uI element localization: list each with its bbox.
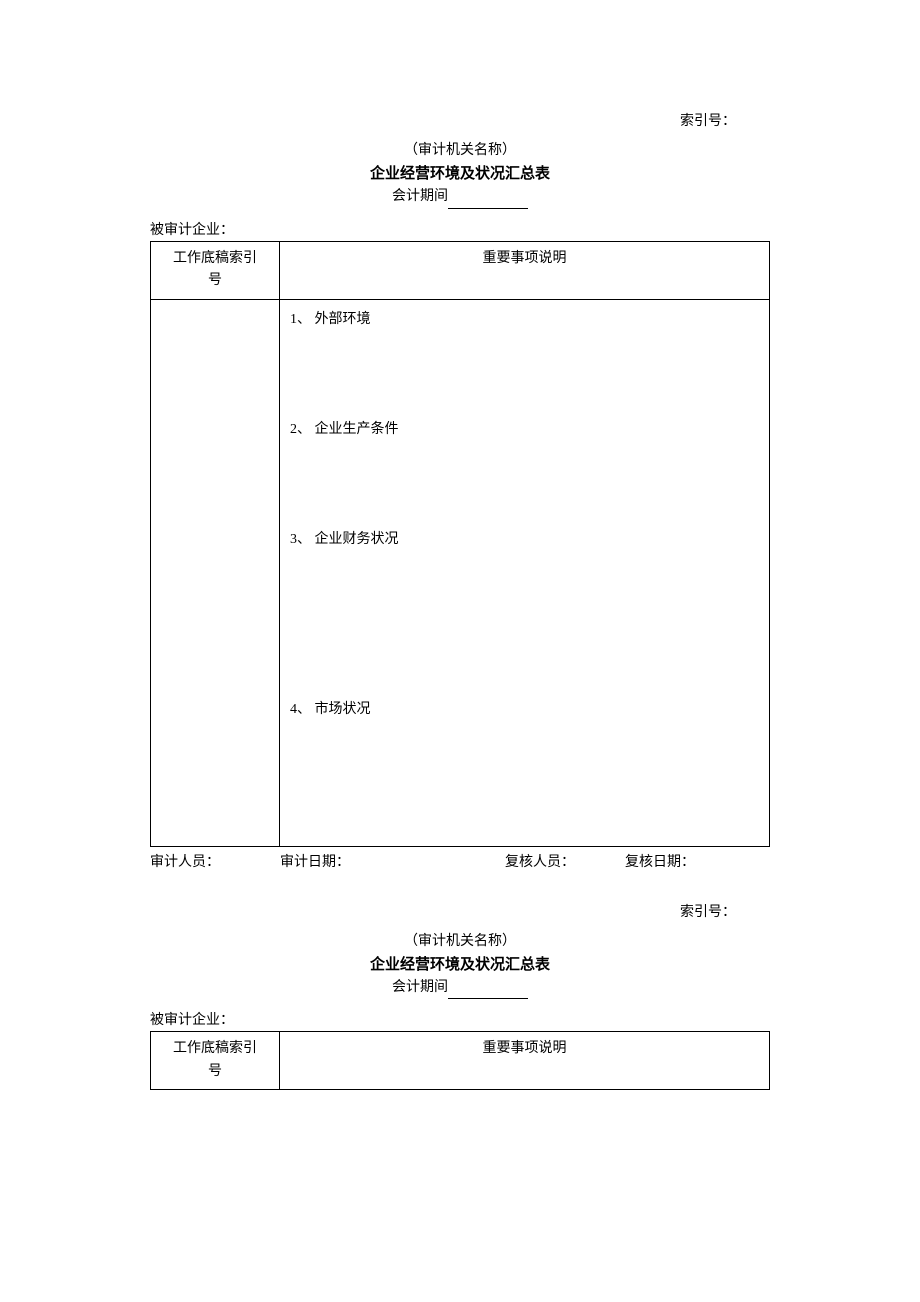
col-header-index-line2: 号 bbox=[208, 273, 222, 288]
accounting-period: 会计期间 bbox=[150, 186, 770, 208]
period-underline bbox=[448, 194, 528, 209]
audited-enterprise-label-2: 被审计企业： bbox=[150, 1009, 770, 1029]
col-header-matters-2: 重要事项说明 bbox=[280, 1032, 770, 1090]
index-number-label: 索引号： bbox=[150, 110, 770, 130]
period-label: 会计期间 bbox=[392, 189, 448, 204]
period-underline-2 bbox=[448, 984, 528, 999]
auditor-label: 审计人员： bbox=[150, 851, 280, 871]
col-header-index-2-line2: 号 bbox=[208, 1064, 222, 1079]
section-2: 索引号： （审计机关名称） 企业经营环境及状况汇总表 会计期间 被审计企业： 工… bbox=[150, 901, 770, 1091]
section-1: 索引号： （审计机关名称） 企业经营环境及状况汇总表 会计期间 被审计企业： 工… bbox=[150, 110, 770, 871]
col-header-index-line1: 工作底稿索引 bbox=[173, 251, 257, 266]
audit-date-label: 审计日期： bbox=[280, 851, 505, 871]
table-header-row-2: 工作底稿索引 号 重要事项说明 bbox=[151, 1032, 770, 1090]
item-1: 1、 外部环境 bbox=[290, 308, 759, 328]
index-cell bbox=[151, 299, 280, 846]
header-block-2: （审计机关名称） 企业经营环境及状况汇总表 会计期间 bbox=[150, 931, 770, 1000]
review-date-label: 复核日期： bbox=[625, 851, 770, 871]
item-4: 4、 市场状况 bbox=[290, 698, 759, 718]
item-3: 3、 企业财务状况 bbox=[290, 528, 759, 548]
summary-table-2: 工作底稿索引 号 重要事项说明 bbox=[150, 1031, 770, 1090]
document-title-2: 企业经营环境及状况汇总表 bbox=[150, 953, 770, 977]
period-label-2: 会计期间 bbox=[392, 980, 448, 995]
audited-enterprise-label: 被审计企业： bbox=[150, 219, 770, 239]
document-title: 企业经营环境及状况汇总表 bbox=[150, 162, 770, 186]
col-header-index-2: 工作底稿索引 号 bbox=[151, 1032, 280, 1090]
page: 索引号： （审计机关名称） 企业经营环境及状况汇总表 会计期间 被审计企业： 工… bbox=[0, 0, 920, 1130]
col-header-matters: 重要事项说明 bbox=[280, 241, 770, 299]
signature-row: 审计人员： 审计日期： 复核人员： 复核日期： bbox=[150, 851, 770, 871]
agency-name-2: （审计机关名称） bbox=[150, 931, 770, 953]
summary-table: 工作底稿索引 号 重要事项说明 1、 外部环境 2、 企业生产条件 3、 企业财… bbox=[150, 241, 770, 847]
table-body-row: 1、 外部环境 2、 企业生产条件 3、 企业财务状况 4、 市场状况 bbox=[151, 299, 770, 846]
index-number-label-2: 索引号： bbox=[150, 901, 770, 921]
accounting-period-2: 会计期间 bbox=[150, 977, 770, 999]
reviewer-label: 复核人员： bbox=[505, 851, 625, 871]
agency-name: （审计机关名称） bbox=[150, 140, 770, 162]
table-header-row: 工作底稿索引 号 重要事项说明 bbox=[151, 241, 770, 299]
col-header-index-2-line1: 工作底稿索引 bbox=[173, 1041, 257, 1056]
item-2: 2、 企业生产条件 bbox=[290, 418, 759, 438]
col-header-index: 工作底稿索引 号 bbox=[151, 241, 280, 299]
matters-cell: 1、 外部环境 2、 企业生产条件 3、 企业财务状况 4、 市场状况 bbox=[280, 299, 770, 846]
header-block: （审计机关名称） 企业经营环境及状况汇总表 会计期间 bbox=[150, 140, 770, 209]
